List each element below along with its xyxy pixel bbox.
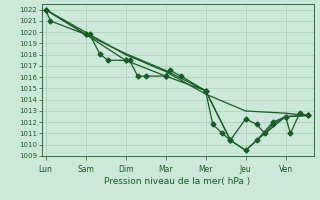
X-axis label: Pression niveau de la mer( hPa ): Pression niveau de la mer( hPa ) (104, 177, 251, 186)
